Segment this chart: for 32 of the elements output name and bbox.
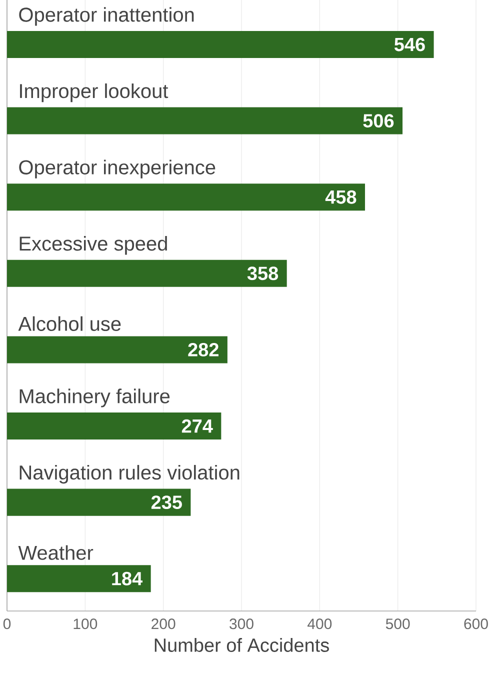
y-tick-label: Operator inattention [19,7,194,26]
data-label: 546 [394,38,425,52]
x-tick-label: 100 [74,618,98,630]
bar [7,336,228,364]
bar [7,565,151,592]
x-tick-label: 600 [464,618,488,630]
y-tick-label: Excessive speed [20,236,167,255]
data-label: 274 [182,419,213,433]
y-tick-label: Weather [18,545,94,560]
x-axis-title: Number of Accidents [154,638,329,652]
y-tick-label: Improper lookout [20,83,168,102]
y-tick-label: Operator inexperience [19,160,216,178]
data-label: 458 [325,190,356,204]
x-tick-label: 200 [152,618,176,630]
x-tick-label: 400 [308,618,332,630]
y-tick-label: Machinery failure [20,388,170,408]
x-tick-label: 0 [3,618,11,630]
y-tick-label: Alcohol use [18,316,121,332]
bar [7,488,191,516]
data-label: 506 [363,114,394,128]
x-tick-label: 300 [230,618,254,630]
bar [7,107,403,134]
data-label: 184 [112,572,143,586]
data-label: 235 [151,496,182,510]
y-tick-label: Navigation rules violation [20,464,240,484]
bar [7,412,222,440]
bar [7,260,287,287]
bar [7,184,366,211]
x-tick-label: 500 [386,618,410,630]
data-label: 358 [247,266,278,280]
data-label: 282 [188,342,218,356]
bar [7,30,434,58]
